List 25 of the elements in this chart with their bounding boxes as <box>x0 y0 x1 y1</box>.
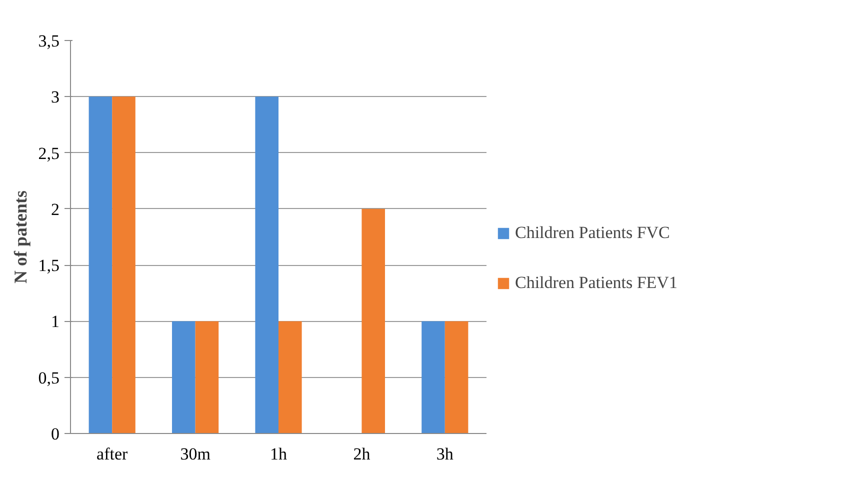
y-tick-label: 1 <box>51 312 60 332</box>
bar <box>195 321 219 434</box>
y-tick-label: 3 <box>51 88 60 107</box>
bar <box>422 321 445 434</box>
x-tick-label: 2h <box>353 444 371 464</box>
legend-label: Children Patients FVC <box>515 223 670 243</box>
bar <box>362 208 385 434</box>
bar <box>172 321 196 434</box>
y-tick-label: 2,5 <box>38 144 60 163</box>
x-tick-label: 3h <box>436 444 454 464</box>
y-tick-label: 2 <box>51 200 60 219</box>
bar <box>255 96 278 434</box>
y-tick-label: 0,5 <box>38 368 60 388</box>
y-tick-label: 3,5 <box>38 32 60 50</box>
y-tick-label: 1,5 <box>38 256 60 276</box>
bar <box>88 96 112 434</box>
bar <box>278 321 302 434</box>
x-tick-label: 30m <box>180 444 210 464</box>
legend-label: Children Patients FEV1 <box>515 273 678 293</box>
bar <box>444 321 468 434</box>
x-tick-label: after <box>96 444 128 464</box>
y-axis-title: N of patents <box>10 190 30 284</box>
bar <box>112 96 136 434</box>
y-tick-label: 0 <box>51 424 60 444</box>
x-tick-label: 1h <box>270 444 288 464</box>
